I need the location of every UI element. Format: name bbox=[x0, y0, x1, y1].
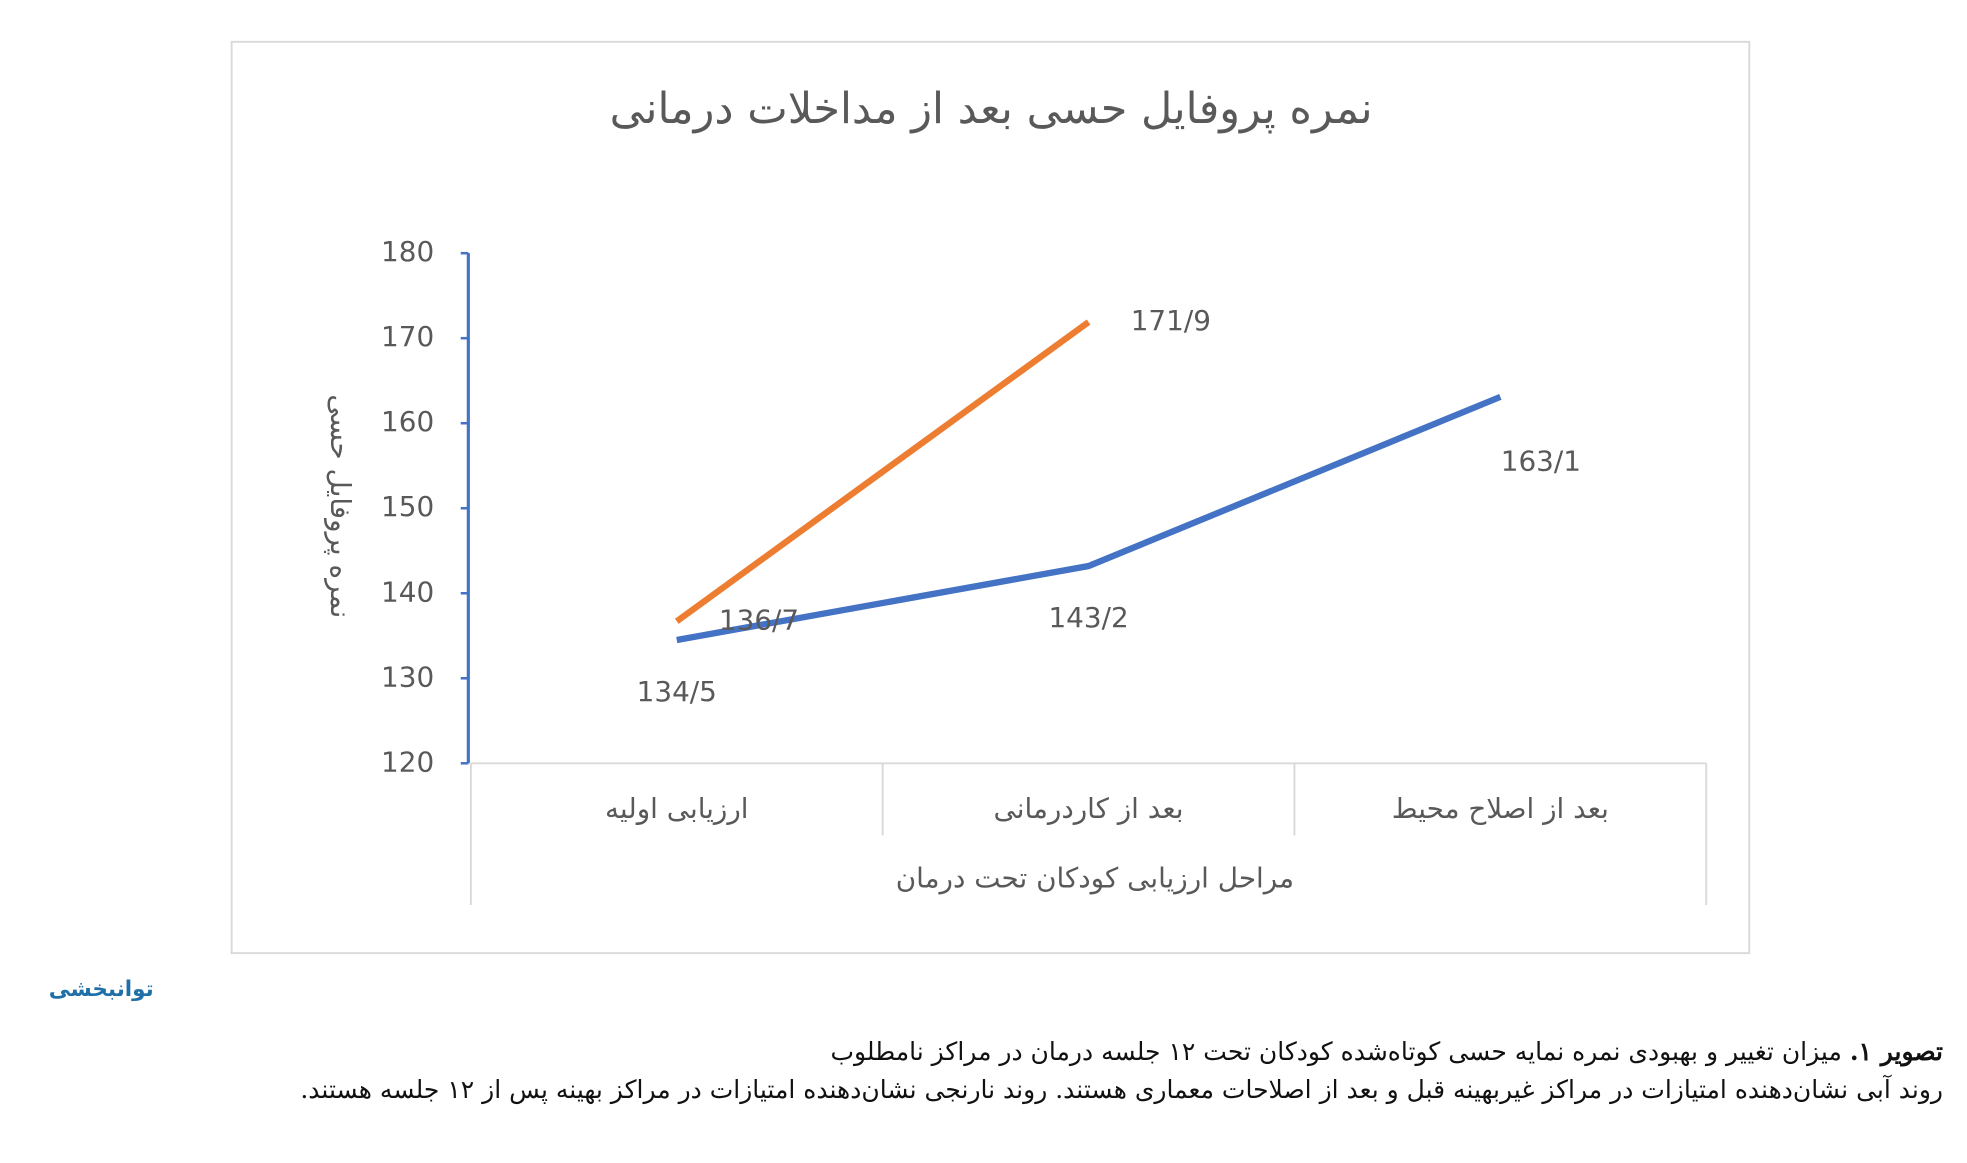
caption-line-2: روند آبی نشان‌دهنده امتیازات در مراکز غی… bbox=[300, 1075, 1943, 1104]
x-axis-title: مراحل ارزیابی کودکان تحت درمان bbox=[896, 862, 1294, 895]
caption-text: میزان تغییر و بهبودی نمره نمایه حسی کوتا… bbox=[830, 1037, 1842, 1066]
data-label: 171/9 bbox=[1131, 304, 1211, 337]
y-tick-label: 180 bbox=[381, 235, 434, 268]
chart-title: نمره پروفایل حسی بعد از مداخلات درمانی bbox=[610, 84, 1373, 134]
logo: توانبخشی bbox=[49, 977, 154, 1002]
series-line bbox=[674, 319, 1091, 624]
y-axis-title: نمره پروفایل حسی bbox=[324, 394, 357, 618]
y-tick-label: 120 bbox=[381, 745, 434, 778]
x-tick-label: بعد از اصلاح محیط bbox=[1392, 792, 1609, 825]
y-tick-label: 150 bbox=[381, 490, 434, 523]
caption-label: تصویر ۱. bbox=[1849, 1037, 1943, 1066]
y-tick-label: 170 bbox=[381, 320, 434, 353]
y-tick-label: 130 bbox=[381, 660, 434, 693]
data-label: 136/7 bbox=[719, 603, 799, 636]
data-label: 134/5 bbox=[637, 675, 717, 708]
caption-line-1: تصویر ۱. میزان تغییر و بهبودی نمره نمایه… bbox=[830, 1037, 1943, 1066]
chart-frame bbox=[230, 40, 1751, 955]
data-label: 163/1 bbox=[1501, 445, 1581, 478]
x-tick-label: بعد از کاردرمانی bbox=[994, 792, 1184, 825]
series-line bbox=[676, 393, 1502, 644]
x-tick-label: ارزیابی اولیه bbox=[605, 792, 749, 825]
y-tick-label: 160 bbox=[381, 405, 434, 438]
y-tick-label: 140 bbox=[381, 575, 434, 608]
data-label: 143/2 bbox=[1048, 601, 1128, 634]
